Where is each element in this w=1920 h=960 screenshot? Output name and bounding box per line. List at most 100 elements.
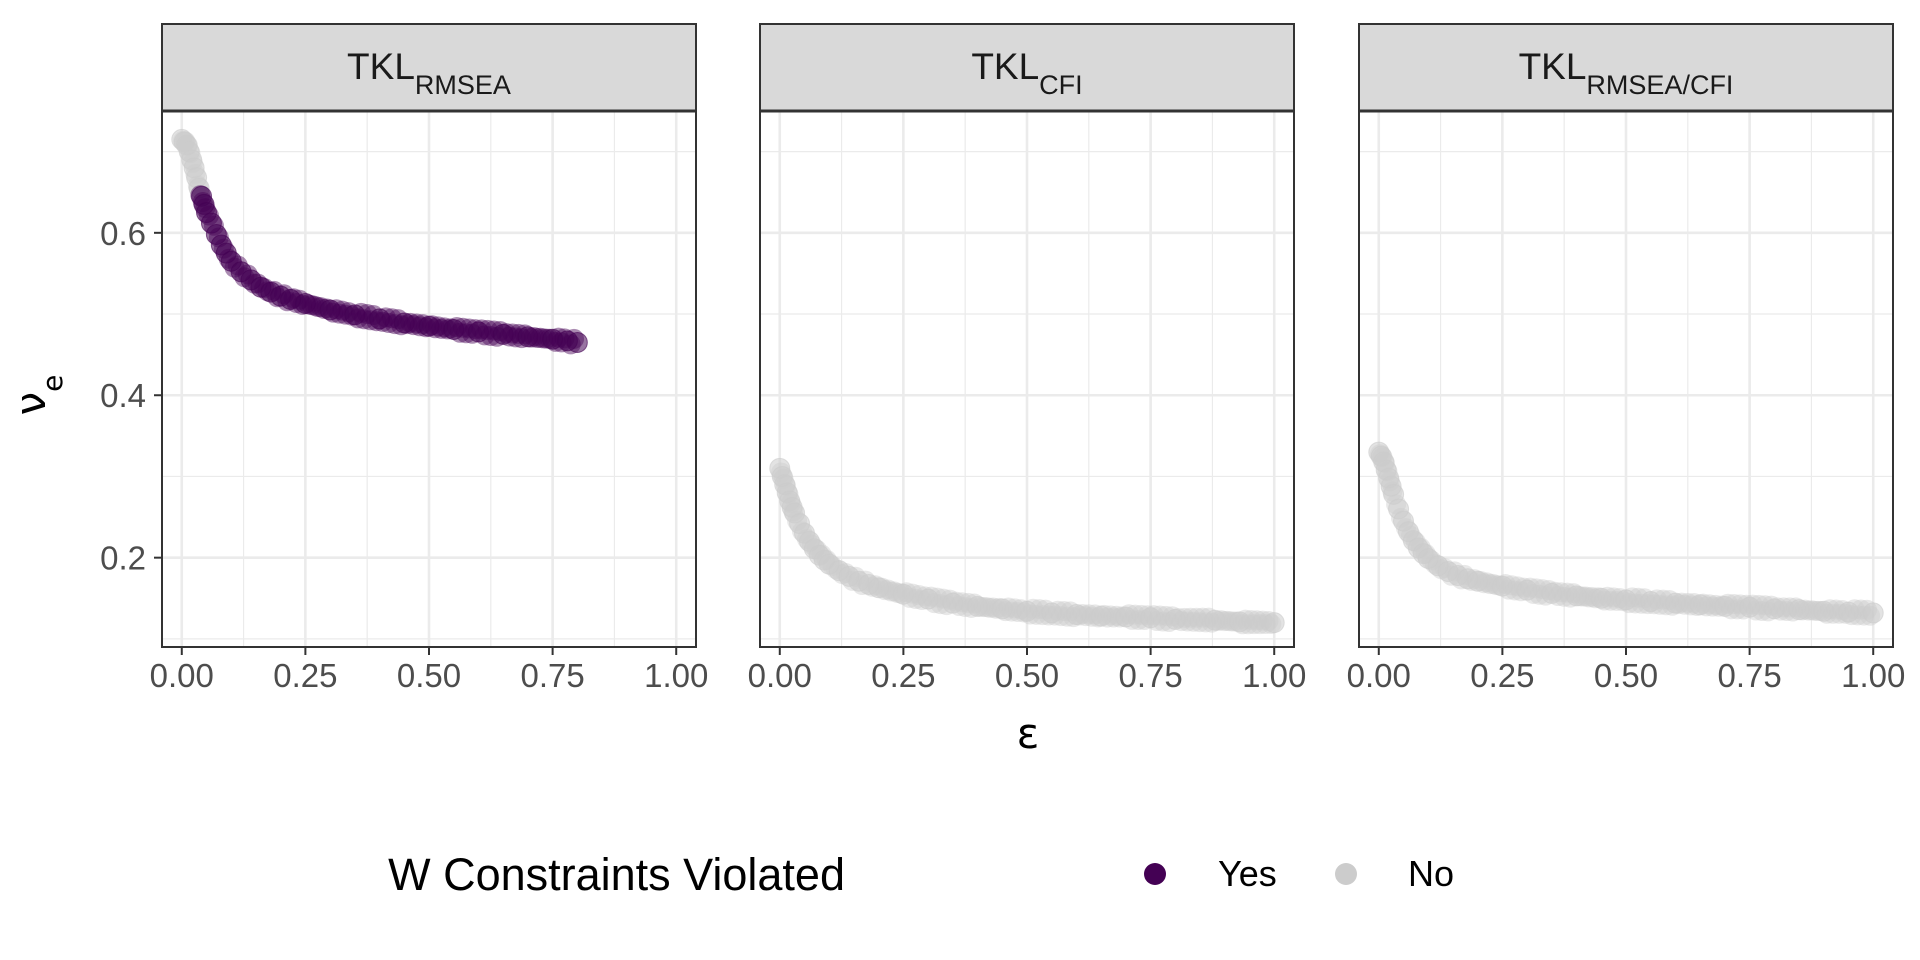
data-point [1575, 586, 1596, 607]
data-point [1600, 590, 1621, 611]
data-point [1050, 606, 1071, 627]
data-point [1615, 589, 1637, 611]
data-point [991, 598, 1013, 620]
x-tick-label: 0.50 [995, 657, 1059, 694]
data-point [1146, 611, 1167, 632]
data-point [1721, 599, 1742, 620]
data-point [566, 331, 588, 353]
facet-label-sub: RMSEA/CFI [1586, 70, 1733, 100]
points-layer [769, 457, 1285, 635]
data-point [1763, 598, 1785, 620]
data-point [1211, 610, 1232, 631]
data-point [1174, 607, 1195, 628]
legend-title: W Constraints Violated [388, 849, 845, 900]
data-point [1689, 594, 1711, 616]
data-point [1844, 599, 1865, 620]
data-point [1241, 609, 1262, 630]
data-point [471, 319, 492, 340]
data-point [1495, 574, 1516, 595]
data-point [474, 325, 495, 346]
data-point [921, 586, 942, 607]
data-point [499, 326, 520, 347]
data-point [1862, 602, 1884, 624]
x-tick-label: 0.75 [520, 657, 584, 694]
x-tick-label: 0.25 [273, 657, 337, 694]
x-tick-label: 0.00 [1347, 657, 1411, 694]
data-point [924, 593, 945, 614]
data-point [1788, 599, 1810, 621]
data-point [1097, 607, 1118, 628]
x-tick-label: 0.75 [1717, 657, 1781, 694]
data-point [1214, 611, 1235, 632]
data-point [372, 311, 393, 332]
data-point [1795, 599, 1816, 620]
x-tick-label: 0.50 [1594, 657, 1658, 694]
data-point [1491, 575, 1513, 597]
x-axis-title: ε [1017, 709, 1040, 758]
data-point [298, 294, 319, 315]
facet-strip [161, 23, 697, 112]
data-point [1792, 600, 1813, 621]
data-point [1476, 572, 1497, 593]
facet-strip [1358, 23, 1894, 112]
data-point [1122, 609, 1143, 630]
data-point [1819, 599, 1840, 620]
points-layer [171, 128, 588, 355]
data-point [351, 302, 372, 323]
data-point [1075, 606, 1096, 627]
data-point [301, 295, 322, 316]
data-point [1069, 605, 1090, 626]
data-point [1041, 602, 1063, 624]
data-point [1649, 594, 1670, 615]
data-point [1001, 601, 1022, 622]
data-point [1235, 609, 1256, 630]
data-point [1640, 591, 1662, 613]
facet-label-main: TKL [347, 46, 415, 87]
data-point [1619, 593, 1640, 614]
data-point [1646, 589, 1667, 610]
data-point [896, 582, 917, 603]
data-point [1597, 586, 1618, 607]
data-point [369, 308, 391, 330]
data-point [1569, 586, 1590, 607]
data-point [1023, 598, 1044, 619]
data-point [1498, 579, 1519, 600]
data-point [1699, 594, 1720, 615]
legend: W Constraints Violated Yes No [388, 849, 1454, 900]
data-point [1183, 611, 1204, 632]
y-axis-title-main: ν [6, 392, 55, 415]
data-point [1671, 592, 1692, 613]
x-tick-label: 0.00 [748, 657, 812, 694]
y-tick-label: 0.2 [100, 540, 146, 577]
data-point [970, 596, 991, 617]
data-point [1745, 600, 1766, 621]
data-point [1544, 581, 1565, 602]
data-point [347, 308, 368, 329]
data-point [1026, 604, 1047, 625]
data-point [1847, 605, 1868, 626]
y-tick-label: 0.4 [100, 377, 146, 414]
data-point [1118, 604, 1139, 625]
data-point [502, 323, 523, 344]
data-point [425, 318, 446, 339]
data-point [1229, 611, 1251, 633]
data-point [393, 312, 415, 334]
data-point [1516, 579, 1538, 601]
data-point [1164, 608, 1186, 630]
data-point [496, 323, 517, 344]
data-point [1204, 609, 1226, 631]
points-layer [1368, 441, 1884, 626]
data-point [1841, 605, 1862, 626]
legend-label-no: No [1408, 853, 1454, 894]
y-axis-title-sub: e [36, 375, 69, 392]
data-point [1548, 586, 1569, 607]
data-point [949, 595, 970, 616]
data-point [1742, 594, 1763, 615]
data-point [1168, 607, 1189, 628]
data-point [527, 327, 548, 348]
data-point [995, 601, 1016, 622]
data-point [1643, 594, 1664, 615]
data-point [319, 299, 341, 321]
data-point [1590, 587, 1612, 609]
